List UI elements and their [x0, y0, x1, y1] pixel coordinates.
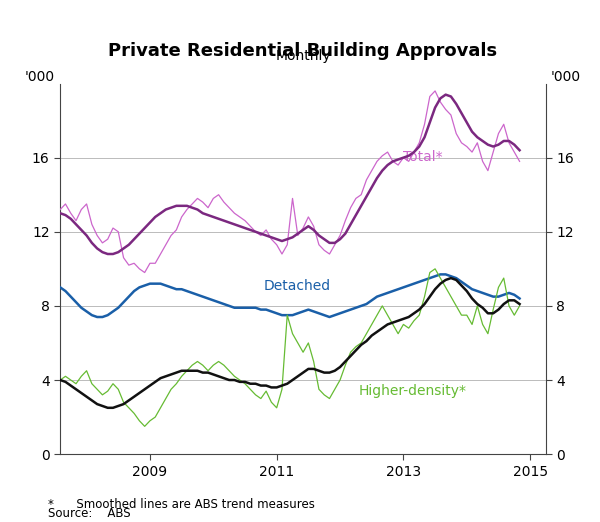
Text: Monthly: Monthly — [275, 49, 331, 63]
Text: *      Smoothed lines are ABS trend measures: * Smoothed lines are ABS trend measures — [48, 497, 315, 511]
Text: '000: '000 — [551, 69, 581, 84]
Text: '000: '000 — [25, 69, 55, 84]
Text: Total*: Total* — [403, 150, 443, 164]
Title: Private Residential Building Approvals: Private Residential Building Approvals — [109, 42, 497, 60]
Text: Detached: Detached — [264, 279, 331, 293]
Text: Higher-density*: Higher-density* — [359, 384, 467, 398]
Text: Source:    ABS: Source: ABS — [48, 507, 131, 520]
